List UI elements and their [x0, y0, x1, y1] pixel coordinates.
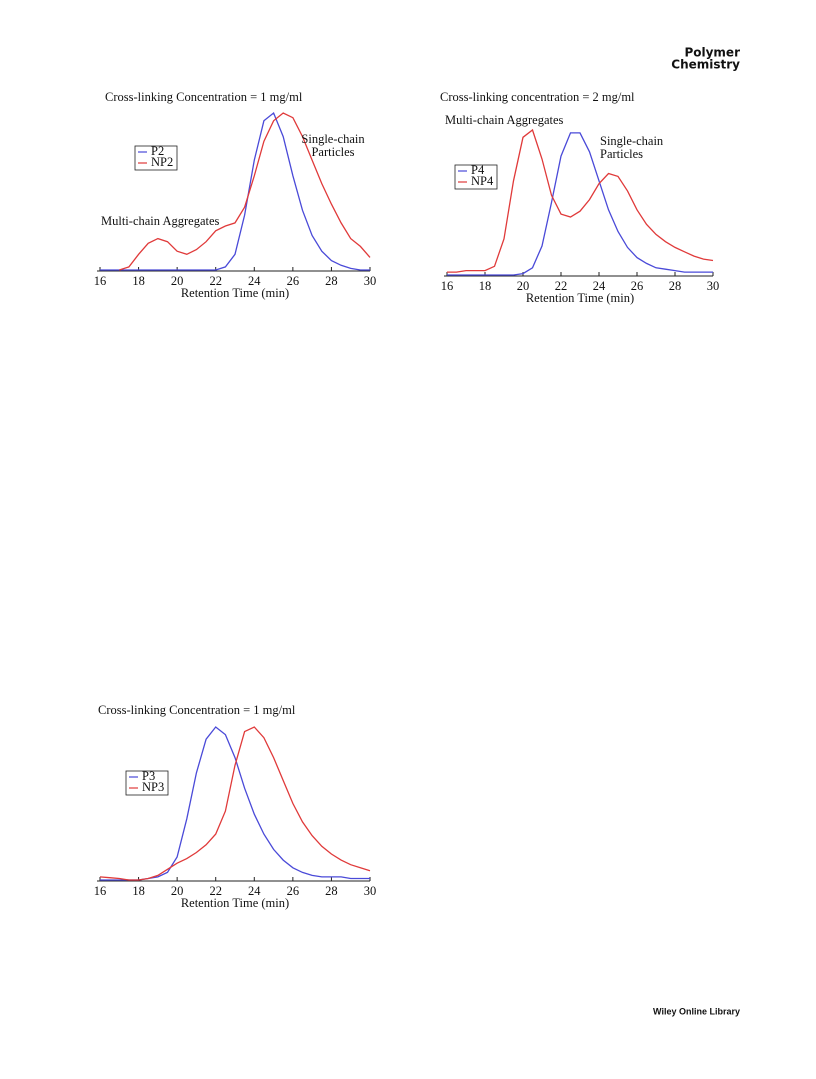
x-tick-label: 20 — [517, 279, 530, 293]
x-axis-label: Retention Time (min) — [181, 286, 289, 300]
chart-title: Cross-linking Concentration = 1 mg/ml — [105, 90, 303, 104]
x-tick-label: 24 — [248, 274, 261, 288]
series-line — [119, 112, 371, 271]
x-tick-label: 18 — [479, 279, 492, 293]
x-tick-label: 28 — [325, 884, 338, 898]
x-axis-label: Retention Time (min) — [181, 896, 289, 910]
x-tick-label: 20 — [171, 274, 184, 288]
x-tick-label: 22 — [209, 274, 222, 288]
series-line — [100, 111, 370, 271]
annotation: Particles — [311, 145, 354, 159]
legend-label: NP2 — [151, 155, 173, 169]
chart-title: Cross-linking concentration = 2 mg/ml — [440, 90, 635, 104]
x-tick-label: 30 — [364, 274, 377, 288]
series-line — [447, 132, 713, 276]
annotation: Particles — [600, 147, 643, 161]
x-axis-label: Retention Time (min) — [526, 291, 634, 305]
x-tick-label: 16 — [94, 274, 107, 288]
chart-title: Cross-linking Concentration = 1 mg/ml — [98, 703, 296, 717]
legend-label: NP4 — [471, 174, 494, 188]
annotation: Multi-chain Aggregates — [101, 214, 220, 228]
x-tick-label: 30 — [707, 279, 720, 293]
legend-label: P3 — [142, 769, 155, 783]
x-tick-label: 16 — [441, 279, 454, 293]
legend-label: P4 — [471, 163, 485, 177]
journal-name: Polymer — [684, 46, 740, 60]
x-tick-label: 18 — [132, 274, 145, 288]
x-tick-label: 24 — [593, 279, 606, 293]
legend-box — [134, 145, 178, 171]
x-tick-label: 22 — [555, 279, 568, 293]
series-line — [99, 726, 371, 881]
legend-box — [125, 770, 169, 796]
journal-name: Chemistry — [671, 58, 740, 72]
footer-text: Wiley Online Library — [653, 1006, 740, 1016]
x-tick-label: 28 — [325, 274, 338, 288]
annotation: Single-chain — [600, 134, 664, 148]
annotation: Multi-chain Aggregates — [445, 113, 564, 127]
x-tick-label: 20 — [171, 884, 184, 898]
x-tick-label: 26 — [287, 274, 300, 288]
x-tick-label: 22 — [209, 884, 222, 898]
annotation: Single-chain — [301, 132, 365, 146]
x-tick-label: 24 — [248, 884, 261, 898]
x-tick-label: 28 — [669, 279, 682, 293]
legend-label: NP3 — [142, 780, 164, 794]
legend-label: P2 — [151, 144, 164, 158]
series-line — [447, 128, 714, 273]
x-tick-label: 26 — [631, 279, 644, 293]
x-tick-label: 16 — [94, 884, 107, 898]
x-tick-label: 26 — [287, 884, 300, 898]
x-tick-label: 30 — [364, 884, 377, 898]
x-tick-label: 18 — [132, 884, 145, 898]
legend-box — [454, 164, 498, 190]
